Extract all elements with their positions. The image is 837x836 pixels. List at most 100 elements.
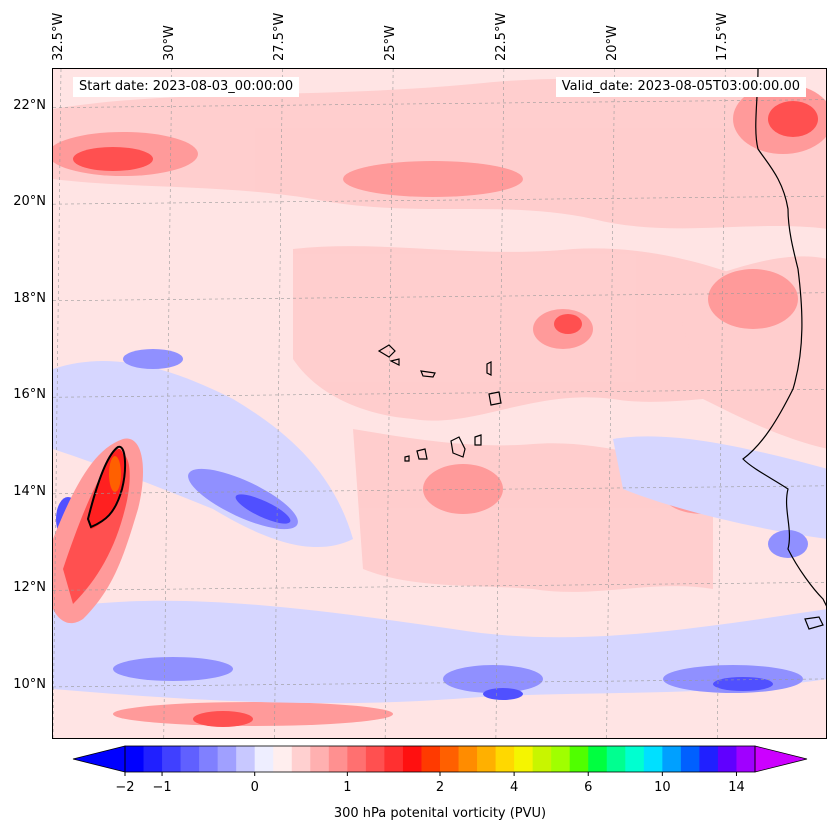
colorbar-tick-label: 1 [343,780,351,795]
colorbar-swatch [495,746,515,772]
pv-strong-center [554,314,582,334]
pv-patch-north [343,161,523,197]
colorbar-swatch [569,746,589,772]
pv-filament-contour [86,445,127,529]
pv-blue-south [53,600,826,704]
longitude-label: 22.5°W [493,12,509,61]
colorbar-swatches [125,746,756,772]
colorbar-tick-label: 4 [510,780,518,795]
colorbar: −2 −1 0 1 2 4 6 10 14 [72,745,808,795]
pv-medium-blue-east [768,530,808,558]
latitude-label: 16°N [13,387,46,403]
gridline-lon [274,69,283,738]
colorbar-tick-label: 10 [654,780,671,795]
latitude-label: 18°N [13,290,46,306]
valid-date-label: Valid_date: 2023-08-05T03:00:00.00 [555,77,806,97]
colorbar-tick-label: 0 [251,780,259,795]
pv-deep-blue-west [235,494,291,524]
island-boa-vista [488,391,502,406]
colorbar-swatch [421,746,441,772]
pv-strong-ne [768,101,818,137]
island-maio [474,434,482,446]
colorbar-swatch [328,746,348,772]
colorbar-swatch [143,746,163,772]
pv-strong-south [193,711,253,727]
pv-blue-east [613,436,826,539]
island-sal [486,361,492,376]
colorbar-swatch [402,746,422,772]
colorbar-over-arrow [754,745,808,773]
island-santo-antao [377,344,396,358]
gridline-lon [384,69,394,738]
latitude-label: 22°N [13,97,46,113]
longitude-label: 17.5°W [715,12,731,61]
colorbar-swatch [717,746,737,772]
colorbar-swatch [736,746,756,772]
colorbar-tick-label: 2 [436,780,444,795]
colorbar-swatch [588,746,608,772]
colorbar-swatch [365,746,385,772]
island-sao-vicente [389,358,400,366]
latitude-label: 12°N [13,580,46,596]
colorbar-swatch [551,746,571,772]
colorbar-swatch [291,746,311,772]
island-fogo [416,448,428,460]
colorbar-swatch [273,746,293,772]
colorbar-swatch [162,746,182,772]
pv-deep-blue-se [713,677,773,691]
island-brava [404,455,410,462]
colorbar-tick-label: 14 [728,780,745,795]
colorbar-swatch [199,746,219,772]
pv-strong-nw [73,147,153,171]
colorbar-swatch [606,746,626,772]
pv-patch-center-south [423,464,503,514]
colorbar-swatch [662,746,682,772]
pv-deep-blue-south [483,688,523,700]
longitude-label: 25°W [383,25,399,61]
colorbar-swatch [347,746,367,772]
colorbar-swatch [236,746,256,772]
colorbar-swatch [217,746,237,772]
colorbar-ticks: −2 −1 0 1 2 4 6 10 14 [115,772,745,795]
colorbar-tick-label: −2 [115,780,134,795]
island-bijagos [804,616,824,630]
colorbar-swatch [310,746,330,772]
colorbar-under-arrow [72,745,126,773]
colorbar-tick-label: −1 [152,780,171,795]
colorbar-swatch [125,746,145,772]
island-sao-nicolau [420,370,436,378]
pv-patch-south [113,702,393,726]
coastlines [377,69,826,630]
coastline-africa [742,69,826,607]
pv-area-north-band [53,78,826,229]
colorbar-swatch [440,746,460,772]
colorbar-swatch [458,746,478,772]
colorbar-swatch [477,746,497,772]
colorbar-swatch [384,746,404,772]
longitude-label: 32.5°W [51,12,66,61]
map-canvas [53,69,826,738]
pv-patch-east [708,269,798,329]
longitude-label: 20°W [604,25,620,61]
map-panel[interactable]: Start date: 2023-08-03_00:00:00 Valid_da… [52,68,827,739]
colorbar-swatch [532,746,552,772]
colorbar-swatch [643,746,663,772]
gridline-lon [53,69,62,738]
colorbar-swatch [514,746,534,772]
colorbar-swatch [680,746,700,772]
start-date-label: Start date: 2023-08-03_00:00:00 [73,77,300,97]
gridline-lon [606,69,615,738]
gridline-lon [717,69,726,738]
latitude-label: 14°N [13,483,46,499]
pv-filament-west [53,438,143,624]
colorbar-title: 300 hPa potenital vorticity (PVU) [333,806,547,821]
pv-filament-orange [109,456,121,492]
map-gridlines [53,69,826,738]
pv-strong-red-areas [73,101,818,727]
pv-medium-blue-sw [113,657,233,681]
longitude-label: 27.5°W [272,12,288,61]
longitude-label: 30°W [161,25,177,61]
latitude-label: 20°N [13,194,46,210]
colorbar-tick-label: 6 [584,780,592,795]
colorbar-swatch [699,746,719,772]
